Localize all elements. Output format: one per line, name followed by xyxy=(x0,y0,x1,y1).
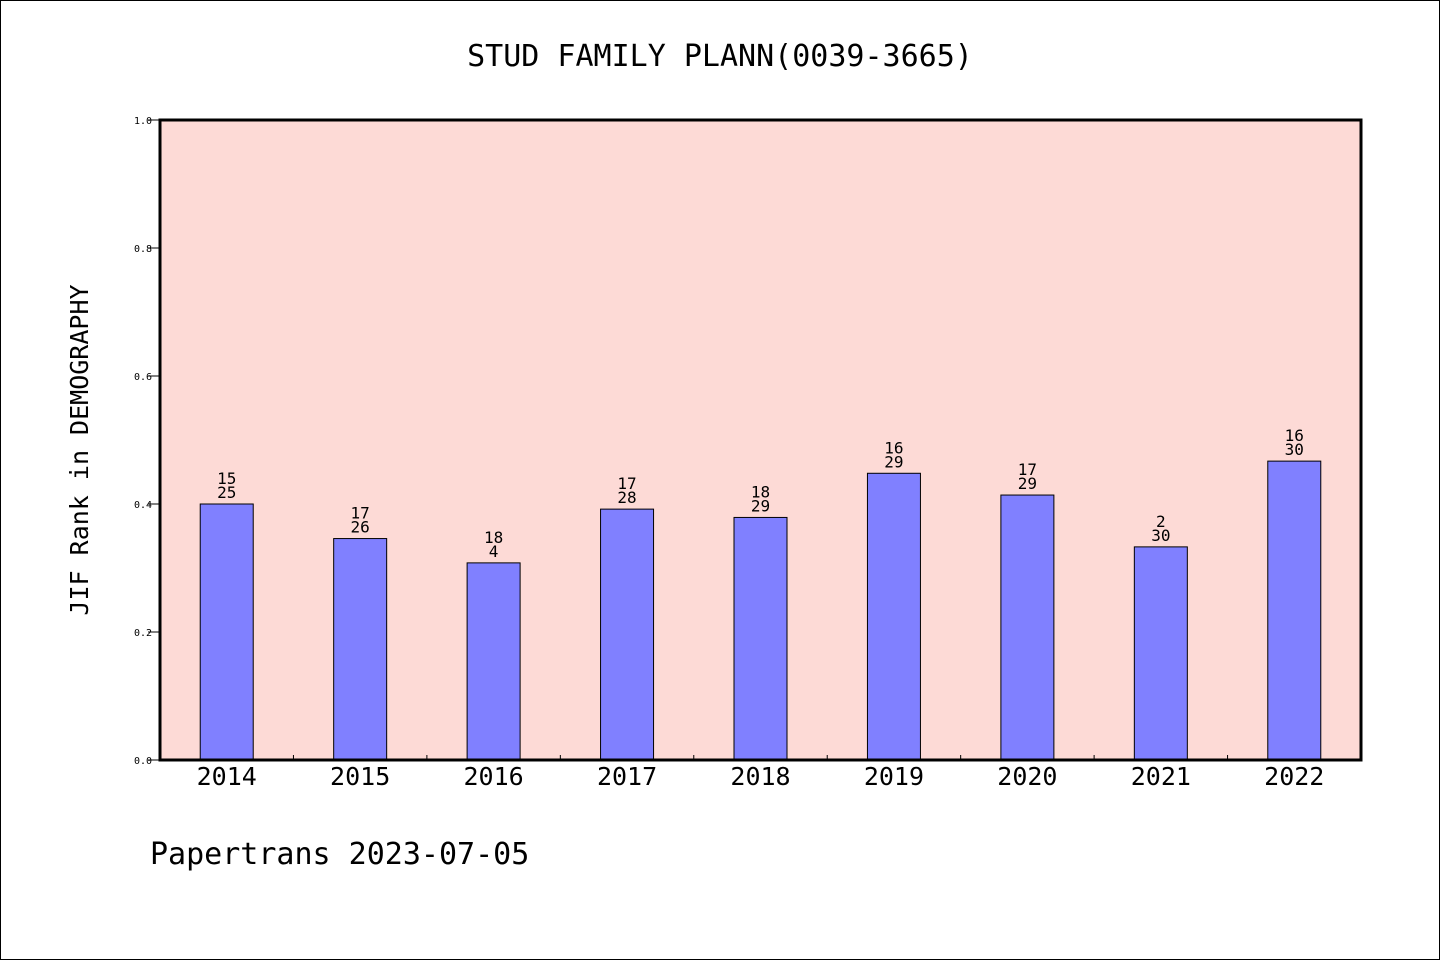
y-axis-label: JIF Rank in DEMOGRAPHY xyxy=(65,284,94,615)
bar-label-total: 29 xyxy=(1018,474,1037,493)
x-axis: 2014 2015 2016 2017 2018 2019 2020 2021 2022 xyxy=(197,755,1324,791)
chart-title: STUD FAMILY PLANN(0039-3665) xyxy=(467,39,973,74)
bar xyxy=(466,562,521,761)
bar-label-rank: 2 xyxy=(1156,512,1166,531)
y-tick-label: 0.6 xyxy=(134,372,152,383)
bar-label-rank: 16 xyxy=(1285,426,1304,445)
bar xyxy=(333,538,388,761)
x-tick-label: 2018 xyxy=(730,762,790,791)
bar-label-total: 25 xyxy=(217,483,236,502)
bar-label-total: 29 xyxy=(751,496,770,515)
y-tick-label: 0.4 xyxy=(134,500,152,511)
x-tick-label: 2016 xyxy=(464,762,524,791)
y-axis: 0.0 0.2 0.4 0.6 0.8 1.0 xyxy=(134,116,160,767)
bar-label-total: 29 xyxy=(884,452,903,471)
bar-label-rank: 18 xyxy=(751,482,770,501)
x-tick-label: 2017 xyxy=(597,762,657,791)
bar xyxy=(733,516,788,761)
bar xyxy=(600,508,655,761)
bar xyxy=(1267,460,1322,761)
bar-label-rank: 15 xyxy=(217,469,236,488)
bar-label-total: 4 xyxy=(489,542,499,561)
y-tick-label: 0.0 xyxy=(134,756,152,767)
x-tick-label: 2014 xyxy=(197,762,257,791)
footer-text: Papertrans 2023-07-05 xyxy=(150,837,529,872)
bar-label-total: 30 xyxy=(1285,440,1304,459)
bar xyxy=(1133,546,1188,761)
bar xyxy=(866,472,921,761)
x-tick-label: 2022 xyxy=(1264,762,1324,791)
bar-label-total: 26 xyxy=(351,518,370,537)
bar-label-rank: 18 xyxy=(484,528,503,547)
x-tick-label: 2015 xyxy=(330,762,390,791)
bar-label-total: 28 xyxy=(617,488,636,507)
bar-label-rank: 17 xyxy=(351,504,370,523)
bar-label-total: 30 xyxy=(1151,526,1170,545)
x-tick-label: 2021 xyxy=(1131,762,1191,791)
x-tick-label: 2019 xyxy=(864,762,924,791)
bar-label-rank: 17 xyxy=(617,474,636,493)
plot-border xyxy=(158,118,1363,762)
bar xyxy=(1000,494,1055,761)
bars xyxy=(199,460,1322,761)
bar xyxy=(199,503,254,761)
bar-label-rank: 17 xyxy=(1018,460,1037,479)
x-tick-label: 2020 xyxy=(997,762,1057,791)
y-tick-label: 1.0 xyxy=(134,116,152,127)
y-tick-label: 0.2 xyxy=(134,628,152,639)
bar-label-rank: 16 xyxy=(884,438,903,457)
y-tick-label: 0.8 xyxy=(134,244,152,255)
